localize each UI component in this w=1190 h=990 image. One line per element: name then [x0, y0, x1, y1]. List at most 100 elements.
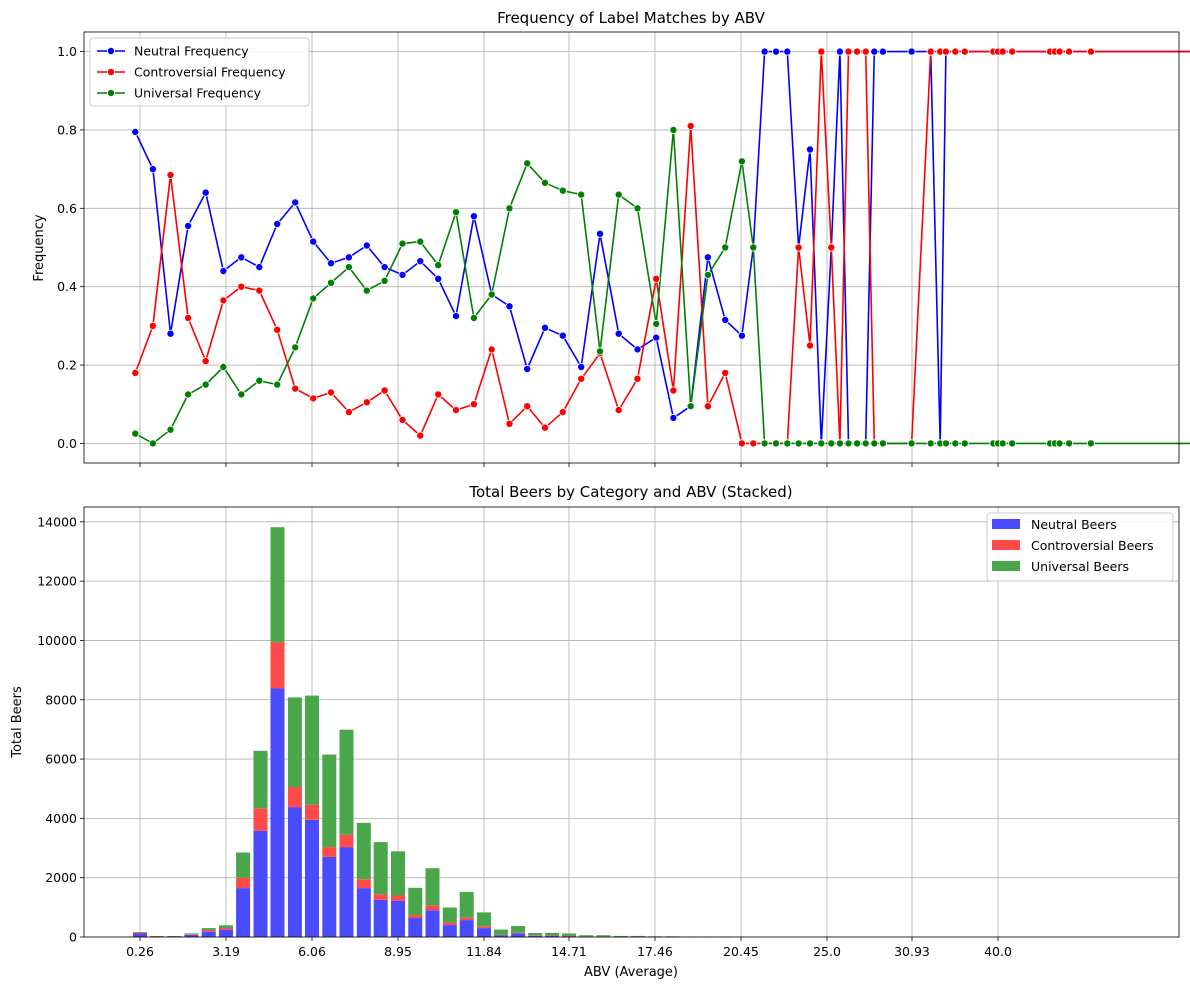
point-controversial-frequency — [941, 47, 950, 56]
point-neutral-frequency — [131, 127, 140, 136]
point-universal-frequency — [737, 157, 746, 166]
point-universal-frequency — [844, 439, 853, 448]
point-universal-frequency — [806, 439, 815, 448]
point-controversial-frequency — [398, 415, 407, 424]
point-universal-frequency — [870, 439, 879, 448]
bar-controversial-beers — [201, 930, 216, 932]
point-universal-frequency — [219, 362, 228, 371]
legend-swatch-controversial-beers — [992, 540, 1020, 550]
point-neutral-frequency — [255, 263, 264, 272]
point-universal-frequency — [273, 380, 282, 389]
bar-controversial-beers — [373, 894, 388, 900]
bar-controversial-beers — [459, 917, 474, 921]
point-neutral-frequency — [772, 47, 781, 56]
point-universal-frequency — [451, 208, 460, 217]
point-neutral-frequency — [614, 329, 623, 338]
total-beers-x-tick-label: 8.95 — [384, 944, 412, 959]
total-beers-y-tick-label: 6000 — [45, 752, 77, 767]
total-beers-plot-frame — [83, 506, 1180, 938]
bar-universal-beers — [236, 852, 251, 878]
total-beers-y-tick-label: 14000 — [37, 514, 77, 529]
point-controversial-frequency — [853, 47, 862, 56]
point-universal-frequency — [577, 190, 586, 199]
point-neutral-frequency — [326, 259, 335, 268]
bar-neutral-beers — [236, 888, 251, 937]
bar-controversial-beers — [253, 808, 268, 831]
bar-universal-beers — [442, 907, 457, 923]
bar-controversial-beers — [442, 922, 457, 926]
frequency-legend-box — [89, 37, 310, 107]
point-controversial-frequency — [827, 243, 836, 252]
legend-label-controversial-beers: Controversial Beers — [1031, 538, 1154, 553]
total-beers-x-tick-label: 30.93 — [894, 944, 930, 959]
bar-controversial-beers — [287, 786, 302, 808]
legend-marker-controversial — [107, 68, 116, 77]
total-beers-x-tick-label: 3.19 — [212, 944, 240, 959]
legend-swatch-neutral-beers — [992, 519, 1020, 529]
point-neutral-frequency — [806, 145, 815, 154]
total-beers-x-tick-label: 11.84 — [466, 944, 502, 959]
point-controversial-frequency — [1086, 47, 1095, 56]
point-controversial-frequency — [669, 386, 678, 395]
point-universal-frequency — [434, 261, 443, 270]
bar-universal-beers — [630, 935, 645, 937]
point-controversial-frequency — [523, 402, 532, 411]
point-universal-frequency — [951, 439, 960, 448]
bar-universal-beers — [219, 925, 233, 928]
point-neutral-frequency — [835, 47, 844, 56]
point-universal-frequency — [772, 439, 781, 448]
bar-neutral-beers — [305, 819, 319, 937]
point-neutral-frequency — [219, 266, 228, 275]
bar-universal-beers — [459, 891, 474, 918]
bar-neutral-beers — [493, 935, 508, 937]
bar-controversial-beers — [184, 934, 199, 935]
bar-neutral-beers — [253, 830, 268, 937]
bar-neutral-beers — [391, 900, 405, 937]
bar-neutral-beers — [356, 888, 371, 937]
bar-neutral-beers — [184, 934, 199, 937]
point-controversial-frequency — [703, 402, 712, 411]
point-controversial-frequency — [721, 368, 730, 377]
point-universal-frequency — [505, 204, 514, 213]
point-controversial-frequency — [749, 439, 758, 448]
bar-neutral-beers — [562, 936, 576, 937]
frequency-y-tick-label: 0.8 — [57, 122, 77, 137]
bar-neutral-beers — [287, 807, 302, 937]
bar-controversial-beers — [408, 915, 423, 919]
total-beers-y-ticks: 0 2000 4000 6000 8000 10000 12000 14000 — [37, 514, 84, 945]
point-controversial-frequency — [434, 390, 443, 399]
point-neutral-frequency — [523, 364, 532, 373]
legend-item-universal-frequency: Universal Frequency — [97, 86, 262, 101]
bar-universal-beers — [408, 887, 423, 916]
point-universal-frequency — [166, 425, 175, 434]
total-beers-y-tick-label: 0 — [69, 930, 77, 945]
point-controversial-frequency — [487, 345, 496, 354]
frequency-series-markers — [131, 47, 1095, 448]
bar-universal-beers — [184, 933, 199, 935]
point-controversial-frequency — [273, 325, 282, 334]
bar-universal-beers — [373, 842, 388, 895]
point-universal-frequency — [1065, 439, 1074, 448]
point-universal-frequency — [853, 439, 862, 448]
bar-neutral-beers — [219, 929, 233, 937]
frequency-y-tick-label: 1.0 — [57, 44, 77, 59]
point-neutral-frequency — [737, 331, 746, 340]
point-neutral-frequency — [416, 257, 425, 266]
point-universal-frequency — [237, 390, 246, 399]
point-neutral-frequency — [669, 413, 678, 422]
legend-label-universal-beers: Universal Beers — [1031, 559, 1129, 574]
point-neutral-frequency — [148, 165, 157, 174]
point-universal-frequency — [255, 376, 264, 385]
legend-label-neutral-beers: Neutral Beers — [1031, 517, 1117, 532]
point-neutral-frequency — [783, 47, 792, 56]
bar-controversial-beers — [391, 895, 405, 901]
legend-label-neutral-frequency: Neutral Frequency — [134, 44, 249, 59]
point-neutral-frequency — [344, 253, 353, 262]
bar-universal-beers — [356, 822, 371, 880]
point-controversial-frequency — [1065, 47, 1074, 56]
point-neutral-frequency — [633, 345, 642, 354]
point-controversial-frequency — [817, 47, 826, 56]
frequency-x-ticks — [139, 463, 999, 467]
total-beers-bars — [133, 527, 731, 938]
